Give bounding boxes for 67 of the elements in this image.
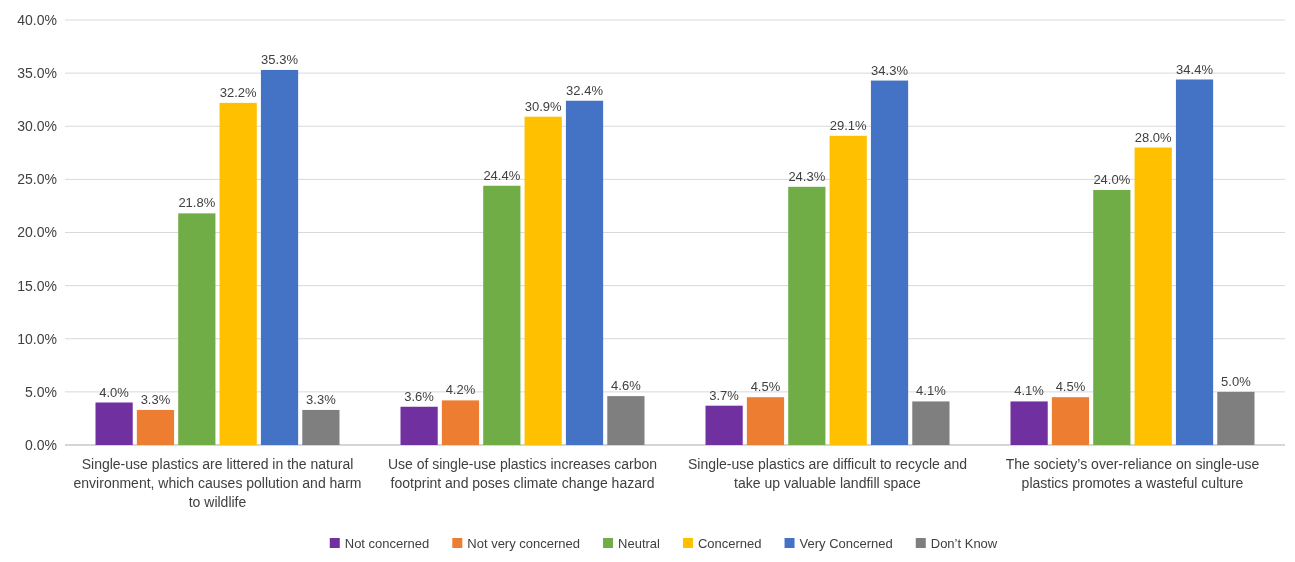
- data-label: 24.4%: [483, 167, 521, 183]
- legend-label: Not very concerned: [467, 536, 581, 551]
- data-label: 4.0%: [99, 384, 130, 400]
- bar: [524, 116, 562, 445]
- bar: [260, 69, 299, 445]
- x-tick-label: Single-use plastics are littered in the natural environment, which causes pollution and harm to wildlife: [73, 456, 362, 510]
- bar: [219, 102, 257, 445]
- data-label: 3.3%: [306, 391, 337, 407]
- data-label: 4.5%: [750, 379, 781, 395]
- data-label: 4.1%: [916, 383, 947, 399]
- data-label: 29.1%: [829, 117, 868, 133]
- y-tick-label: 35.0%: [17, 65, 57, 82]
- bar: [400, 406, 438, 445]
- bar: [1010, 401, 1048, 445]
- y-tick-label: 30.0%: [17, 118, 57, 135]
- bar: [746, 397, 785, 445]
- data-label: 4.5%: [1055, 379, 1086, 395]
- data-label: 28.0%: [1134, 129, 1173, 145]
- data-label: 3.6%: [404, 388, 435, 404]
- x-tick-label: Use of single-use plastics increases carbon footprint and poses climate change hazard: [387, 456, 658, 491]
- y-tick-label: 20.0%: [17, 224, 57, 241]
- data-label: 21.8%: [178, 195, 216, 211]
- data-label: 24.3%: [788, 168, 826, 184]
- bar: [565, 100, 604, 445]
- bar: [178, 213, 216, 445]
- legend-label: Concerned: [697, 536, 762, 551]
- data-label: 32.4%: [566, 82, 604, 98]
- legend-label: Not concerned: [344, 536, 430, 551]
- bar: [1217, 391, 1255, 445]
- data-label: 34.4%: [1176, 61, 1214, 77]
- bar: [483, 185, 521, 445]
- y-tick-label: 25.0%: [17, 171, 57, 188]
- data-label: 4.2%: [445, 382, 476, 398]
- legend-label: Neutral: [618, 536, 661, 551]
- data-label: 4.1%: [1014, 383, 1045, 399]
- x-tick-label: Single-use plastics are difficult to recycle and take up valuable landfill space: [687, 456, 968, 491]
- legend-label: Very Concerned: [799, 536, 893, 551]
- bar: [1134, 147, 1172, 445]
- bar: [870, 80, 909, 445]
- data-label: 4.6%: [611, 378, 642, 394]
- bar: [95, 402, 133, 445]
- y-tick-label: 10.0%: [17, 330, 57, 347]
- bar: [302, 409, 340, 445]
- bar: [1175, 79, 1214, 445]
- bar: [607, 396, 645, 445]
- bar: [829, 135, 867, 445]
- x-tick-label: The society’s over-reliance on single-use plastics promotes a wasteful culture: [1005, 456, 1260, 491]
- legend-label: Don’t Know: [930, 536, 998, 551]
- y-tick-label: 15.0%: [17, 277, 57, 294]
- data-label: 5.0%: [1221, 373, 1252, 389]
- y-tick-label: 5.0%: [25, 383, 57, 400]
- bar: [912, 401, 950, 445]
- y-tick-label: 40.0%: [17, 11, 57, 28]
- bar: [136, 409, 175, 445]
- data-label: 30.9%: [524, 98, 563, 114]
- bar: [1051, 397, 1090, 445]
- data-label: 35.3%: [261, 51, 299, 67]
- data-label: 32.2%: [219, 84, 258, 100]
- data-label: 3.3%: [140, 391, 171, 407]
- bar: [1093, 190, 1131, 445]
- y-tick-label: 0.0%: [25, 436, 57, 453]
- data-label: 24.0%: [1093, 172, 1131, 187]
- bar: [705, 405, 743, 445]
- bar: [788, 186, 826, 445]
- data-label: 3.7%: [709, 387, 740, 403]
- bar: [441, 400, 480, 445]
- data-label: 34.3%: [871, 62, 909, 78]
